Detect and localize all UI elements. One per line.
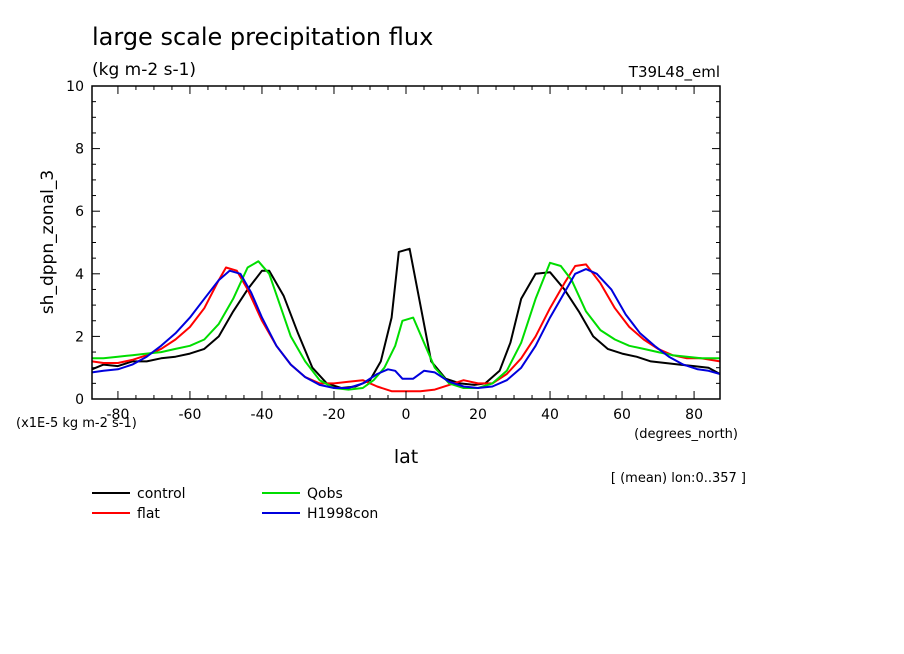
plot-area: -80 -60 -40 -20 0 20 40 60 80 0 2 4 6 8 10 — [66, 79, 721, 423]
x-tick-label: 20 — [469, 407, 487, 423]
x-tick-label: 80 — [685, 407, 703, 423]
legend-label-qobs: Qobs — [307, 486, 343, 502]
plot-frame — [91, 85, 721, 400]
x-axis-label: lat — [394, 446, 418, 468]
legend-label-h1998con: H1998con — [307, 506, 378, 522]
x-tick-label: -60 — [179, 407, 202, 423]
x-tick-label: -20 — [323, 407, 346, 423]
y-tick-label: 4 — [75, 267, 84, 283]
y-scale-note: (x1E-5 kg m-2 s-1) — [16, 416, 137, 431]
legend: control flat Qobs H1998con — [92, 486, 378, 522]
x-tick-label: 0 — [402, 407, 411, 423]
experiment-label: T39L48_eml — [628, 63, 720, 82]
x-tick-label: 40 — [541, 407, 559, 423]
series-line-h1998con — [91, 268, 721, 389]
x-tick-label: 60 — [613, 407, 631, 423]
series-line-qobs — [92, 260, 720, 391]
y-tick-label: 2 — [75, 329, 84, 345]
chart-subtitle: (kg m-2 s-1) — [92, 60, 196, 80]
y-tick-label: 8 — [75, 142, 84, 158]
x-tick-label: -80 — [106, 407, 129, 423]
averaging-note: [ (mean) lon:0..357 ] — [611, 471, 746, 486]
x-tick-label: -40 — [251, 407, 274, 423]
y-tick-label: 10 — [66, 79, 84, 95]
y-tick-label: 6 — [75, 204, 84, 220]
chart-title: large scale precipitation flux — [92, 23, 433, 51]
x-axis-units: (degrees_north) — [634, 427, 738, 442]
legend-label-control: control — [137, 486, 186, 502]
series-line-flat — [91, 263, 721, 393]
legend-label-flat: flat — [137, 506, 160, 522]
series-line-control — [91, 247, 721, 389]
y-tick-label: 0 — [75, 392, 84, 408]
y-axis-label: sh_dppn_zonal_3 — [38, 170, 58, 314]
